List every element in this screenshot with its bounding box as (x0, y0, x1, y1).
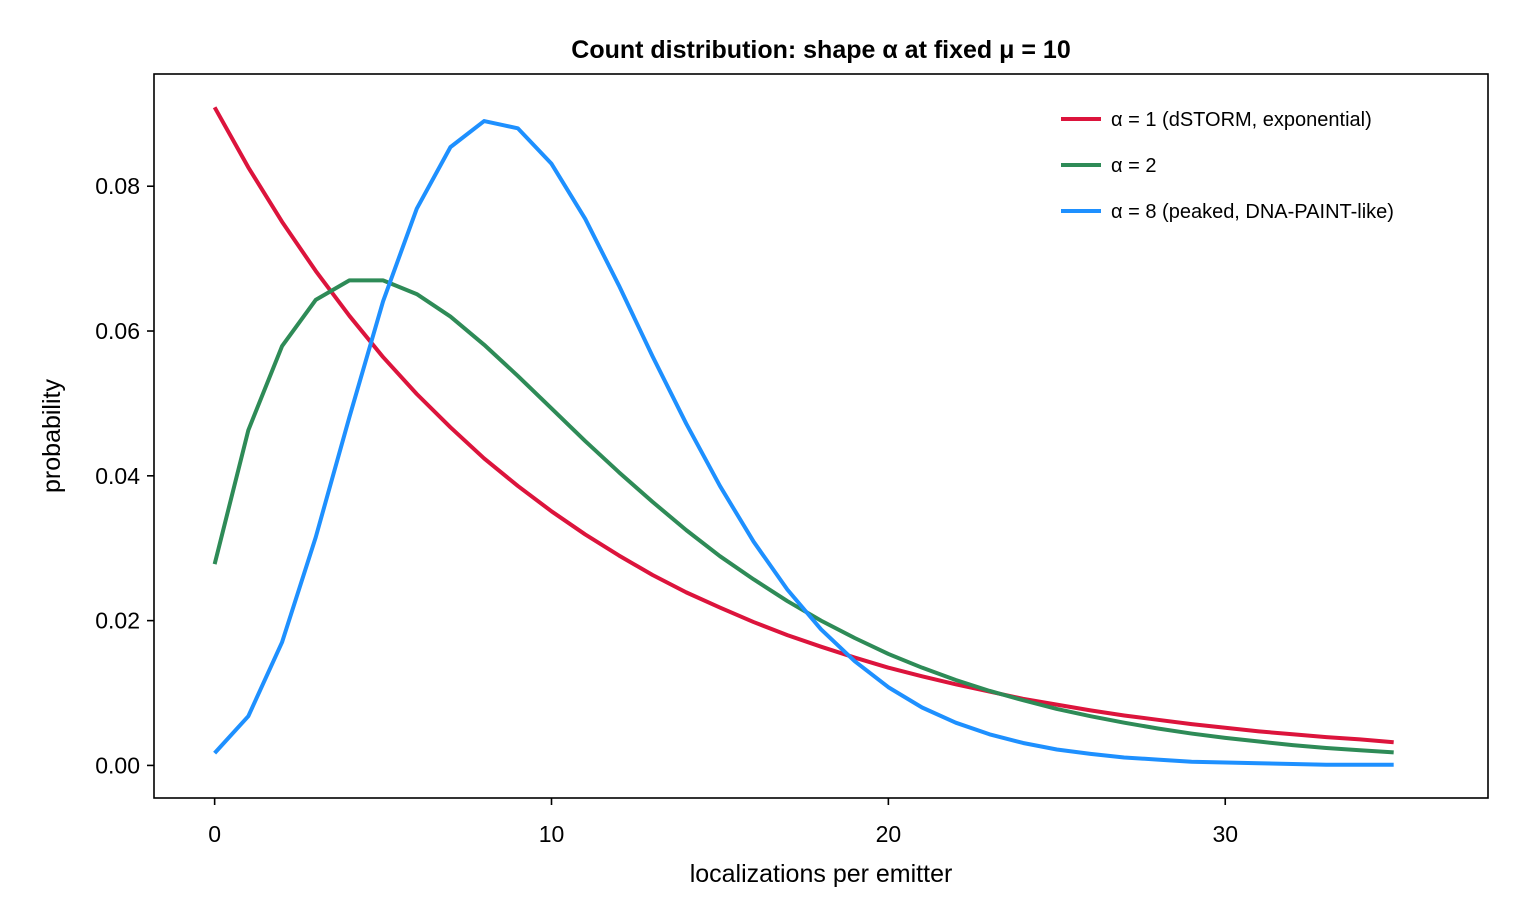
y-axis-label: probability (38, 379, 66, 493)
legend-label-3: α = 8 (peaked, DNA-PAINT-like) (1111, 201, 1394, 223)
chart-title: Count distribution: shape α at fixed μ =… (571, 36, 1070, 64)
x-tick-label: 30 (1212, 821, 1238, 847)
x-tick-label: 0 (208, 821, 221, 847)
y-tick-label: 0.00 (95, 752, 140, 778)
y-tick-label: 0.04 (95, 463, 140, 489)
legend-label-2: α = 2 (1111, 155, 1156, 177)
x-axis-ticks: 0 10 20 30 (208, 798, 1238, 847)
series-line-1 (212, 106, 1394, 745)
series-line-2 (212, 278, 1394, 755)
series-layer (212, 106, 1394, 767)
legend: α = 1 (dSTORM, exponential) α = 2 α = 8 (p… (1061, 109, 1394, 223)
plot-area (153, 73, 1489, 799)
y-tick-label: 0.02 (95, 608, 140, 634)
legend-label-1: α = 1 (dSTORM, exponential) (1111, 109, 1372, 131)
y-tick-label: 0.06 (95, 318, 140, 344)
x-axis-label: localizations per emitter (690, 860, 953, 888)
x-tick-label: 20 (876, 821, 902, 847)
x-tick-label: 10 (539, 821, 565, 847)
y-axis-ticks: 0.00 0.02 0.04 0.06 0.08 (95, 173, 154, 778)
y-tick-label: 0.08 (95, 173, 140, 199)
series-line-3 (213, 119, 1394, 767)
